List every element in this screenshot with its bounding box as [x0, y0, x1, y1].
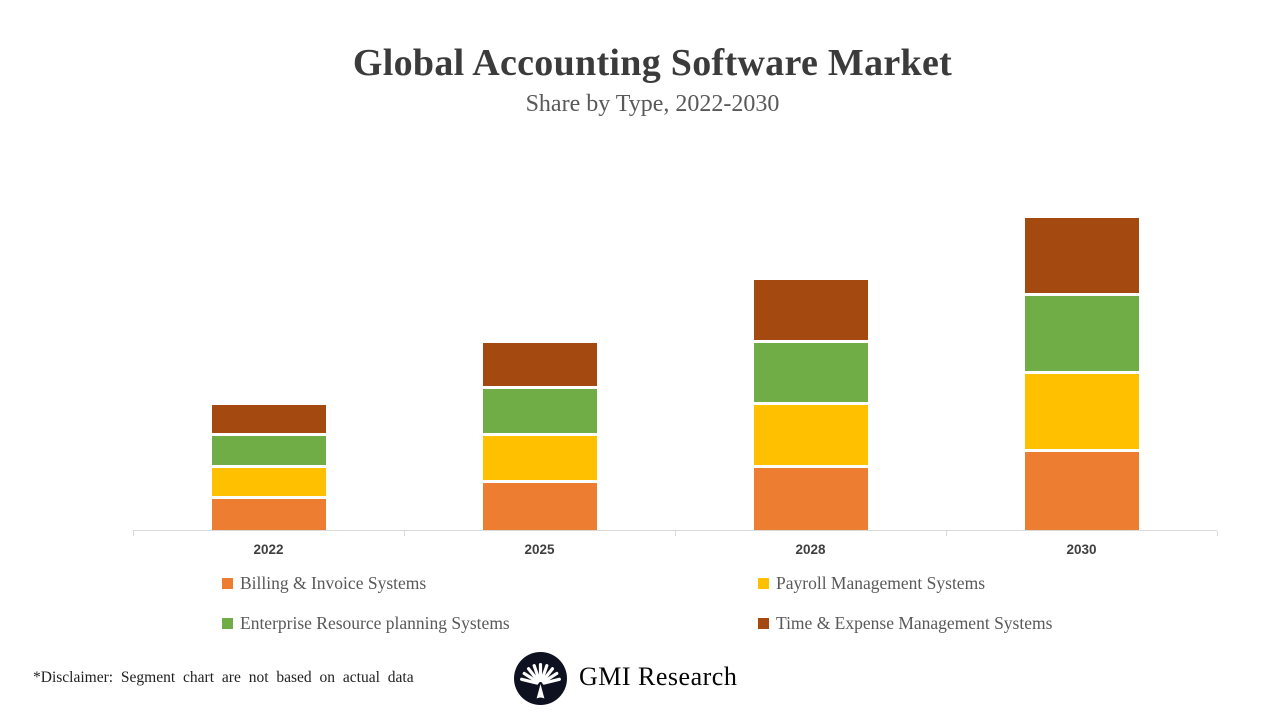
chart-legend: Billing & Invoice Systems Enterprise Reso… [222, 572, 1052, 635]
bar-segment [482, 436, 597, 484]
legend-label: Billing & Invoice Systems [240, 573, 427, 593]
legend-label: Enterprise Resource planning Systems [240, 613, 510, 633]
x-axis-label: 2030 [1066, 542, 1097, 557]
palm-fan-icon [514, 652, 567, 705]
legend-swatch-icon [222, 618, 233, 629]
legend-swatch-icon [758, 618, 769, 629]
x-axis-tick [133, 531, 134, 536]
bar-segment [482, 342, 597, 390]
legend-item: Payroll Management Systems [758, 572, 1052, 595]
bar-segment [753, 405, 868, 468]
bar-segment [211, 467, 326, 499]
bar-segment [1024, 295, 1139, 374]
legend-label: Time & Expense Management Systems [776, 613, 1053, 633]
x-axis-label: 2028 [795, 542, 826, 557]
bar-segment [753, 280, 868, 343]
x-axis-line [133, 530, 1217, 531]
bar-segment [211, 498, 326, 530]
bar-segment [211, 405, 326, 437]
bar-segment [211, 436, 326, 468]
x-axis-label: 2025 [524, 542, 555, 557]
x-axis-tick [675, 531, 676, 536]
x-axis-tick [1217, 531, 1218, 536]
legend-swatch-icon [758, 578, 769, 589]
x-axis-label: 2022 [253, 542, 284, 557]
bar-segment [482, 483, 597, 530]
legend-swatch-icon [222, 578, 233, 589]
legend-item: Enterprise Resource planning Systems [222, 612, 758, 635]
disclaimer-text: *Disclaimer: Segment chart are not based… [33, 669, 414, 686]
brand-name: GMI Research [579, 662, 738, 691]
legend-item: Billing & Invoice Systems [222, 572, 758, 595]
bar-segment [753, 467, 868, 530]
chart-header: Global Accounting Software Market Share … [0, 40, 1280, 119]
legend-item: Time & Expense Management Systems [758, 612, 1052, 635]
page-title: Global Accounting Software Market [352, 42, 953, 84]
bar-segment [1024, 373, 1139, 452]
bar-segment [482, 389, 597, 437]
bar-segment [1024, 451, 1139, 530]
x-axis-tick [404, 531, 405, 536]
page-subtitle: Share by Type, 2022-2030 [525, 91, 780, 117]
x-axis-tick [946, 531, 947, 536]
legend-label: Payroll Management Systems [776, 573, 986, 593]
bar-segment [1024, 217, 1139, 296]
bar-segment [753, 342, 868, 405]
